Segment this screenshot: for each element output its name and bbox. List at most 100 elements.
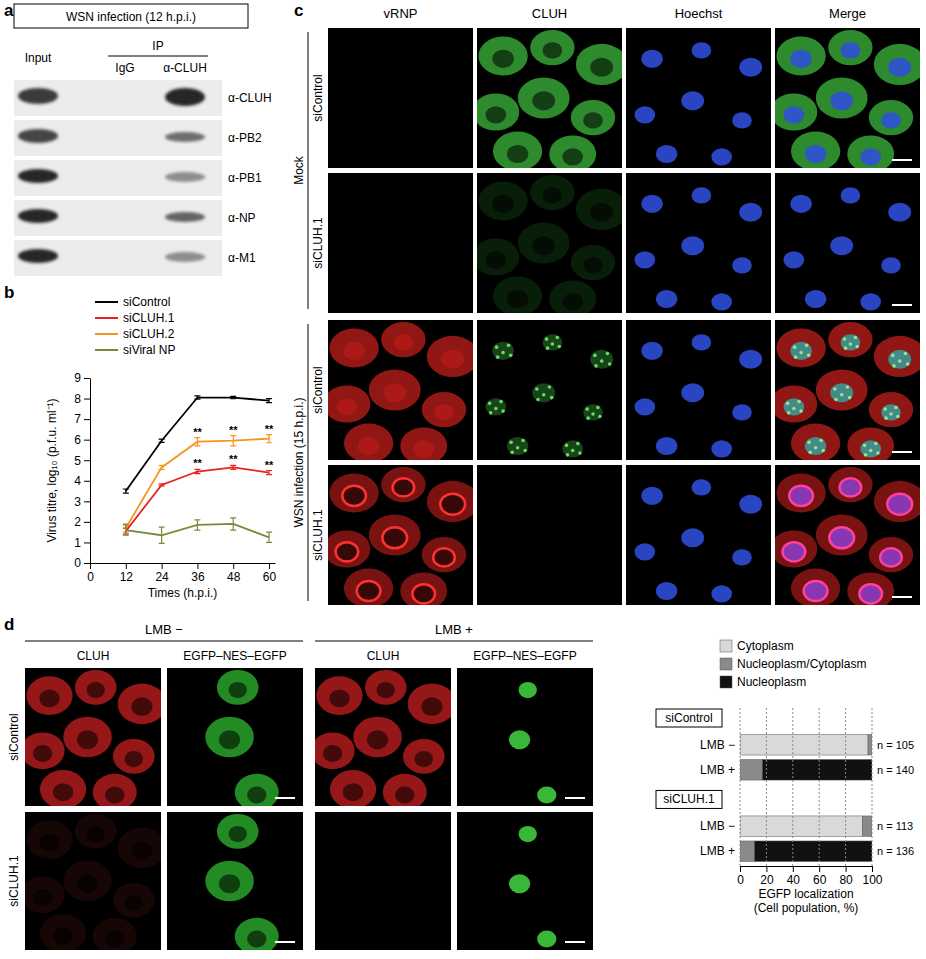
nucleus: [413, 585, 434, 602]
axis-line: [741, 866, 873, 867]
speckle: [863, 444, 867, 448]
legend-swatch: [720, 658, 732, 670]
speckle: [510, 451, 514, 455]
nucleus: [358, 582, 380, 600]
speckle: [844, 346, 848, 350]
speckle: [874, 442, 878, 446]
cytoplasm: [493, 277, 542, 313]
blot-label: α-PB1: [228, 171, 262, 185]
tick-label: 100: [862, 873, 882, 887]
nucleus: [543, 187, 563, 203]
micrograph: [457, 668, 593, 806]
micrograph-cells: [205, 814, 278, 950]
cytoplasm: [816, 77, 868, 118]
nuclear-rim: [336, 542, 359, 561]
blot-strip: [14, 160, 222, 196]
column-header: CLUH: [367, 649, 400, 663]
speckle: [853, 336, 857, 340]
scale-bar: [565, 797, 585, 799]
nucleus: [881, 549, 901, 565]
column-header: Merge: [829, 6, 866, 21]
nucleus: [732, 112, 752, 128]
blot-band: [165, 132, 205, 142]
nucleus: [421, 697, 442, 716]
speckle: [557, 345, 561, 349]
plot-area: [123, 396, 272, 544]
speckle: [488, 402, 492, 406]
nucleus: [641, 487, 663, 505]
tick-label: 48: [227, 570, 241, 584]
tick-label: 1: [74, 536, 81, 550]
nucleus: [784, 106, 805, 123]
scale-bar: [275, 941, 295, 943]
tick-mark: [84, 522, 90, 523]
nucleus: [681, 528, 704, 547]
speckle: [884, 416, 888, 420]
speckle: [548, 385, 552, 389]
tick-label: 3: [74, 495, 81, 509]
blot-band: [165, 172, 205, 182]
nucleus: [343, 342, 365, 360]
nucleus: [77, 730, 98, 749]
micrograph-cells: [635, 42, 763, 165]
nuclear-rim: [440, 494, 465, 515]
cytoplasm: [381, 467, 425, 502]
cytoplasm: [235, 774, 279, 806]
speckle: [489, 411, 493, 415]
nucleus: [53, 783, 73, 801]
micrograph-background: [626, 320, 771, 460]
micrograph: [328, 173, 473, 313]
nucleus: [635, 543, 656, 560]
axis-line: [90, 379, 91, 564]
grid-line: [845, 708, 846, 866]
cytoplasm: [776, 328, 825, 367]
nucleus: [394, 479, 414, 495]
bar-segment: [868, 735, 872, 756]
nucleus: [711, 148, 732, 165]
speckle: [501, 351, 505, 355]
tick-mark: [84, 481, 90, 482]
cytoplasm: [383, 774, 427, 806]
cytoplasm: [828, 322, 872, 357]
cytoplasm: [874, 481, 920, 522]
count-label: n = 140: [877, 764, 914, 776]
x-axis: 020406080100: [737, 866, 883, 887]
speckle: [596, 406, 600, 410]
tick: 8: [74, 392, 90, 406]
nucleus: [105, 786, 124, 803]
speckle: [834, 398, 838, 402]
nucleus: [323, 745, 342, 762]
tick: 9: [74, 371, 90, 385]
micrograph-cells: [328, 322, 473, 460]
micrograph-background: [315, 812, 451, 950]
nuclear-rim: [887, 494, 912, 515]
speckle: [840, 393, 844, 397]
nucleus: [805, 145, 827, 163]
nucleus: [830, 236, 853, 255]
micrograph-cells: [25, 670, 161, 806]
tick: 4: [74, 474, 90, 488]
nucleus: [434, 404, 454, 420]
micrograph-cells: [477, 175, 622, 313]
nucleus: [394, 334, 414, 350]
tick-label: 5: [74, 454, 81, 468]
micrograph-background: [328, 173, 473, 313]
nucleus: [39, 689, 59, 707]
column-header: vRNP: [384, 6, 418, 21]
nucleus: [888, 350, 911, 369]
scale-bar: [892, 596, 912, 598]
axis-title: Virus titre, log₁₀ (p.f.u. ml⁻¹): [45, 398, 59, 542]
speckle: [578, 451, 582, 455]
micrograph-background: [626, 173, 771, 313]
nucleus: [590, 350, 613, 369]
cytoplasm: [316, 676, 362, 715]
speckle: [898, 359, 902, 363]
tick-mark: [126, 563, 127, 569]
micrograph-background: [626, 28, 771, 168]
nuclear-rim: [433, 548, 455, 566]
cytoplasm: [205, 861, 254, 902]
cytoplasm: [26, 676, 72, 715]
row-label: siCLUH.1: [311, 217, 325, 269]
speckle: [535, 387, 539, 391]
nucleus: [656, 145, 678, 163]
